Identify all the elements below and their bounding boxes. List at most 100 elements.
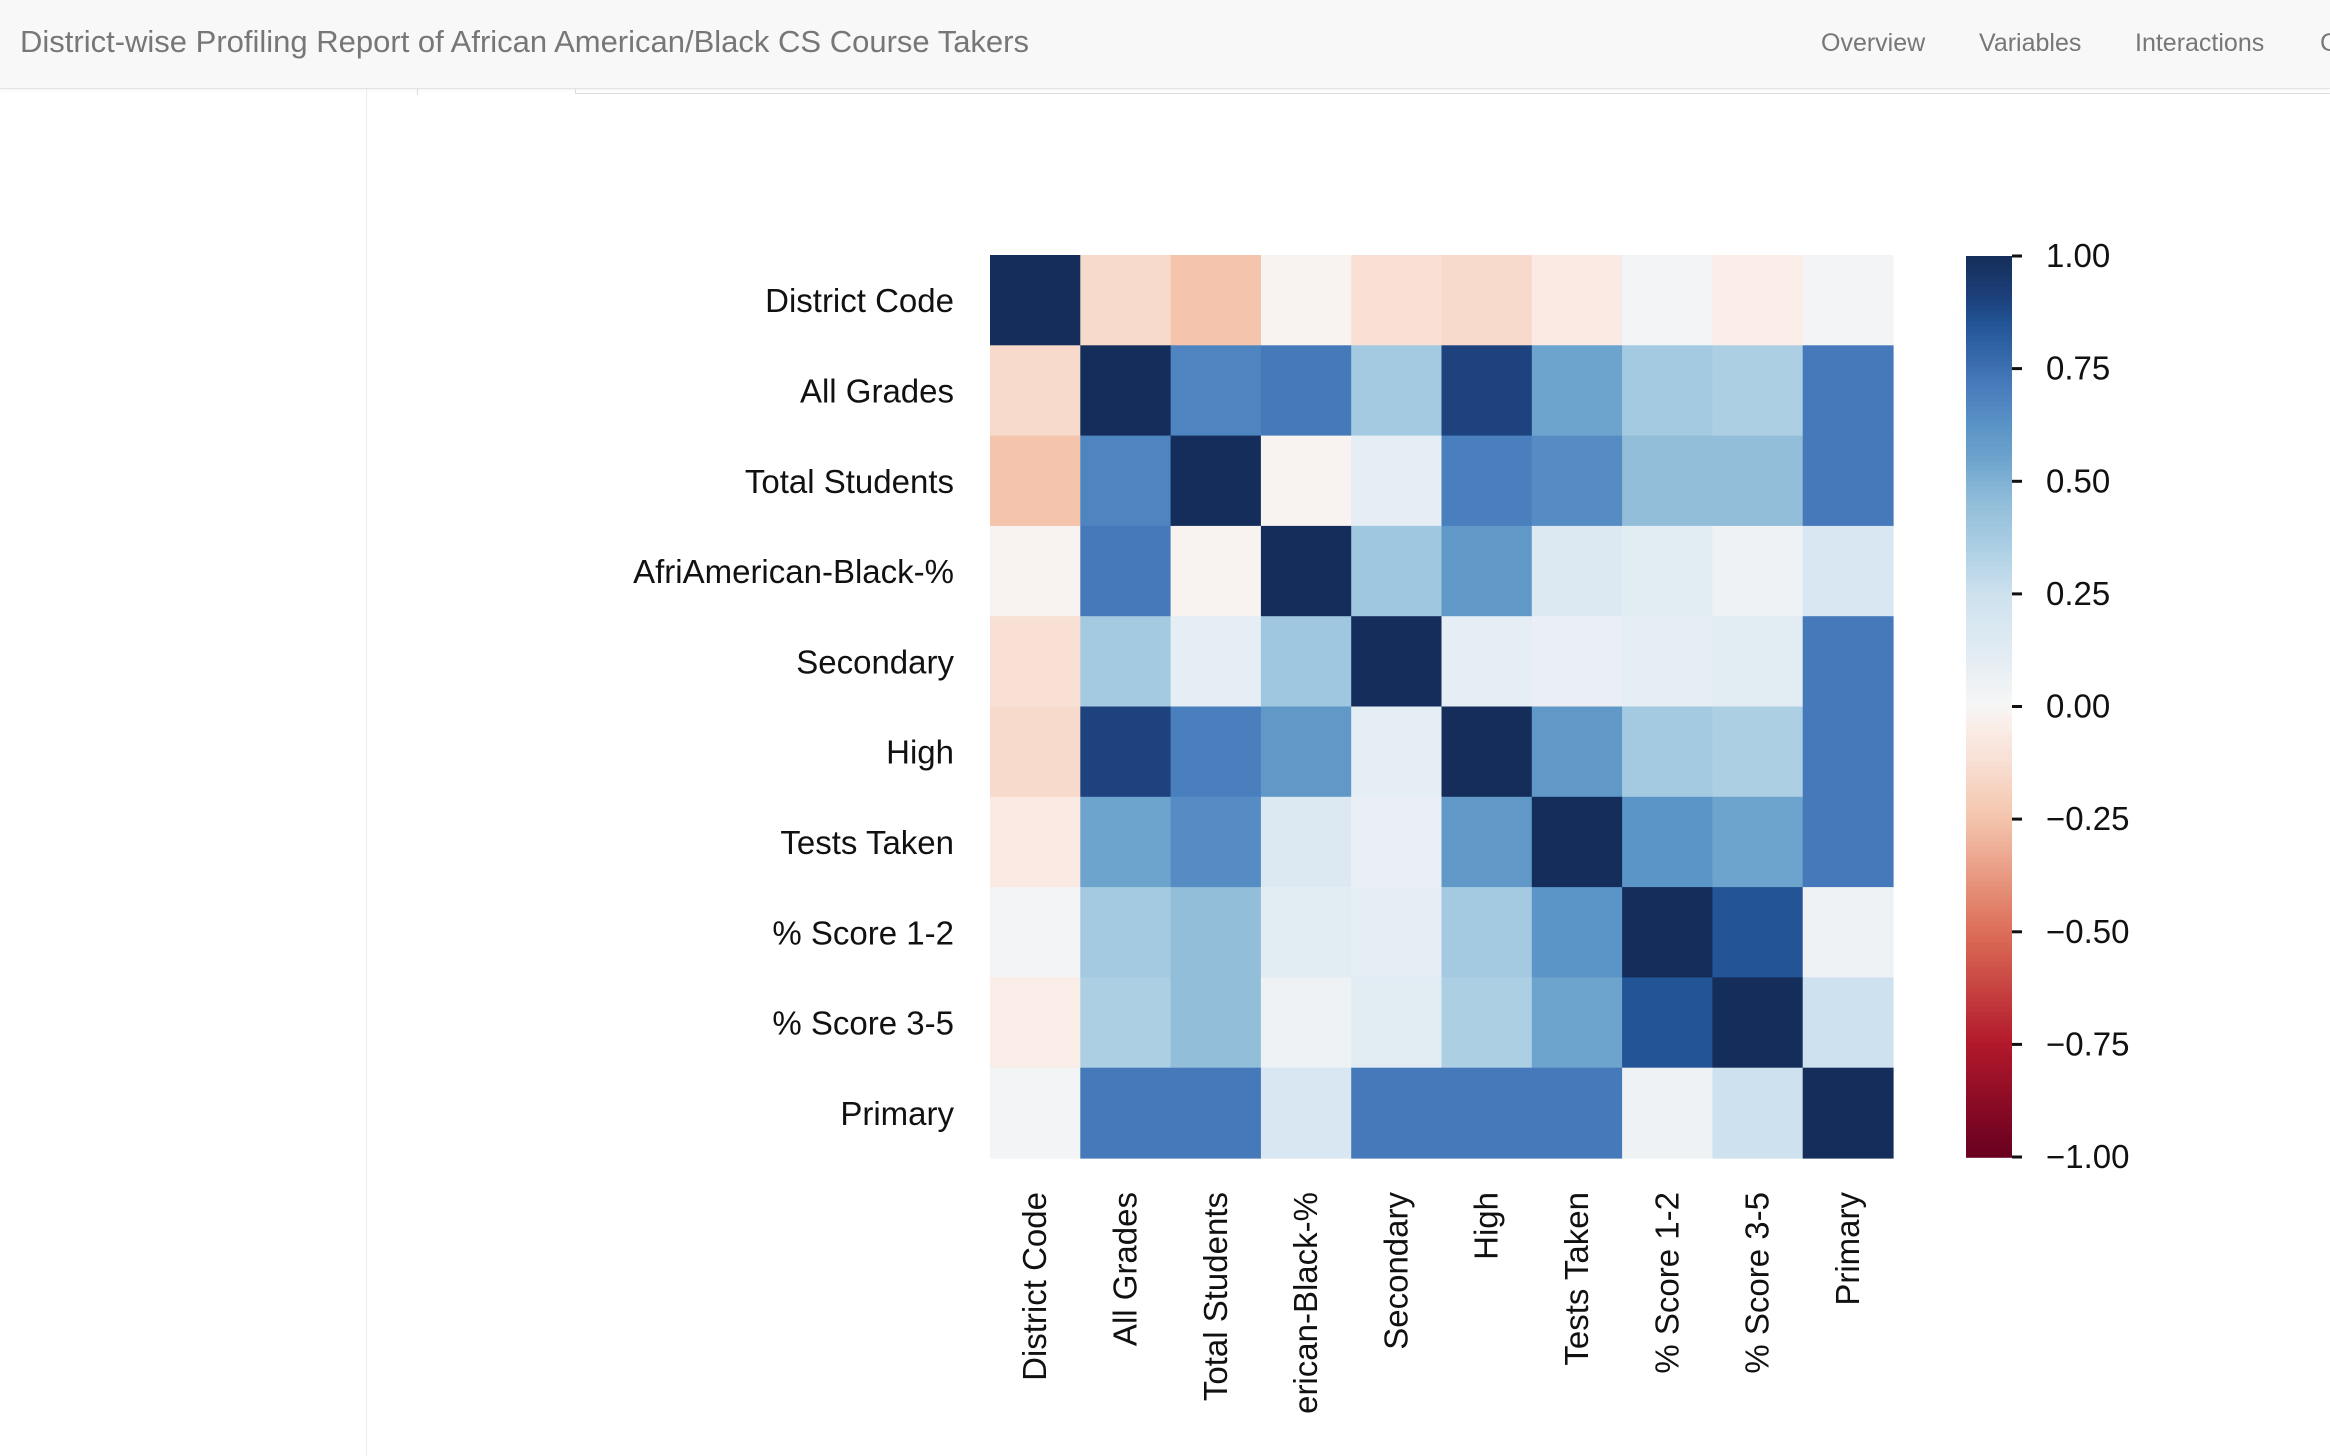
colorbar-segment (1966, 886, 2012, 893)
colorbar-segment (1966, 1036, 2012, 1043)
colorbar-segment (1966, 991, 2012, 998)
colorbar-tick-label: −1.00 (2046, 1138, 2130, 1175)
y-tick-label: % Score 3-5 (772, 1005, 954, 1042)
x-tick-label: Tests Taken (1558, 1192, 1595, 1366)
colorbar-segment (1966, 1101, 2012, 1108)
nav-overview[interactable]: Overview (1821, 29, 1926, 57)
colorbar-segment (1966, 616, 2012, 623)
heatmap-cell (1802, 977, 1894, 1069)
colorbar-segment (1966, 341, 2012, 347)
colorbar-segment (1966, 806, 2012, 813)
heatmap-cell (1441, 977, 1533, 1069)
colorbar-segment (1966, 416, 2012, 422)
colorbar-tick-label: 1.00 (2046, 237, 2110, 274)
colorbar-segment (1966, 551, 2012, 558)
heatmap-cell (1441, 1067, 1533, 1159)
colorbar-segment (1966, 391, 2012, 397)
colorbar-segment (1966, 1126, 2012, 1133)
heatmap-cell (1441, 706, 1533, 798)
colorbar-segment (1966, 1111, 2012, 1118)
heatmap-cell (1351, 977, 1443, 1069)
nav-correlations[interactable]: C (2320, 29, 2330, 57)
heatmap-cell (1441, 616, 1533, 708)
colorbar-segment (1966, 521, 2012, 528)
navbar: District-wise Profiling Report of Africa… (0, 0, 2330, 89)
colorbar-segment (1966, 451, 2012, 458)
colorbar-segment (1966, 986, 2012, 993)
colorbar-segment (1966, 356, 2012, 362)
heatmap-cell (1080, 887, 1172, 978)
colorbar-segment (1966, 301, 2012, 307)
nav-variables[interactable]: Variables (1979, 29, 2082, 57)
colorbar-segment (1966, 706, 2012, 713)
heatmap-cell (1080, 977, 1172, 1069)
tab-border-right (575, 89, 576, 94)
colorbar-segment (1966, 836, 2012, 843)
heatmap-cell (1351, 255, 1443, 346)
heatmap-cell (1712, 435, 1804, 527)
colorbar-segment (1966, 1056, 2012, 1063)
heatmap-cell (990, 706, 1081, 798)
colorbar-segment (1966, 866, 2012, 873)
heatmap-cell (1260, 616, 1352, 708)
colorbar-segment (1966, 681, 2012, 688)
heatmap-cell (1531, 706, 1623, 798)
colorbar-segment (1966, 871, 2012, 878)
colorbar-segment (1966, 816, 2012, 823)
x-tick-label: Primary (1829, 1192, 1866, 1306)
colorbar-segment (1966, 781, 2012, 788)
heatmap-cell (1351, 887, 1443, 978)
heatmap-cell (1712, 887, 1804, 978)
colorbar-segment (1966, 751, 2012, 758)
heatmap-cell (1080, 525, 1172, 617)
colorbar-segment (1966, 996, 2012, 1003)
y-tick-label: Tests Taken (780, 824, 954, 861)
heatmap-cell (990, 345, 1081, 437)
heatmap-cell (990, 796, 1081, 888)
colorbar-tick-label: 0.25 (2046, 575, 2110, 612)
colorbar-segment (1966, 396, 2012, 402)
colorbar-segment (1966, 256, 2012, 262)
colorbar-segment (1966, 506, 2012, 513)
heatmap-cell (1531, 616, 1623, 708)
colorbar-segment (1966, 1141, 2012, 1148)
colorbar-segment (1966, 571, 2012, 578)
colorbar-segment (1966, 1076, 2012, 1083)
heatmap-cell (1622, 977, 1713, 1069)
heatmap-cell (1712, 706, 1804, 798)
colorbar-segment (1966, 466, 2012, 473)
colorbar-segment (1966, 966, 2012, 973)
colorbar-segment (1966, 331, 2012, 337)
heatmap-cell (1802, 255, 1894, 346)
colorbar-segment (1966, 921, 2012, 928)
heatmap-cell (1170, 887, 1262, 978)
heatmap-cell (1712, 525, 1804, 617)
heatmap-cell (1441, 255, 1533, 346)
colorbar-segment (1966, 591, 2012, 598)
colorbar-segment (1966, 646, 2012, 653)
colorbar-segment (1966, 956, 2012, 963)
colorbar-segment (1966, 421, 2012, 427)
colorbar-segment (1966, 446, 2012, 453)
heatmap-cell (1802, 1067, 1894, 1159)
colorbar-segment (1966, 556, 2012, 563)
nav-interactions[interactable]: Interactions (2135, 29, 2265, 57)
colorbar-segment (1966, 276, 2012, 282)
colorbar-segment (1966, 366, 2012, 372)
colorbar-segment (1966, 946, 2012, 953)
heatmap-cell (1622, 796, 1713, 888)
colorbar-segment (1966, 321, 2012, 327)
colorbar-segment (1966, 696, 2012, 703)
colorbar-segment (1966, 721, 2012, 728)
heatmap-cell (1622, 887, 1713, 978)
heatmap-cell (1170, 706, 1262, 798)
x-axis-labels: District Code All Grades Total Students eri… (1016, 1192, 1866, 1414)
report-title[interactable]: District-wise Profiling Report of Africa… (20, 24, 1029, 59)
heatmap-cell (1441, 796, 1533, 888)
colorbar-segment (1966, 736, 2012, 743)
colorbar-segment (1966, 641, 2012, 648)
heatmap-cell (1802, 796, 1894, 888)
colorbar-segment (1966, 371, 2012, 377)
x-tick-label: % Score 1-2 (1648, 1192, 1685, 1374)
heatmap-cells (990, 255, 1894, 1159)
